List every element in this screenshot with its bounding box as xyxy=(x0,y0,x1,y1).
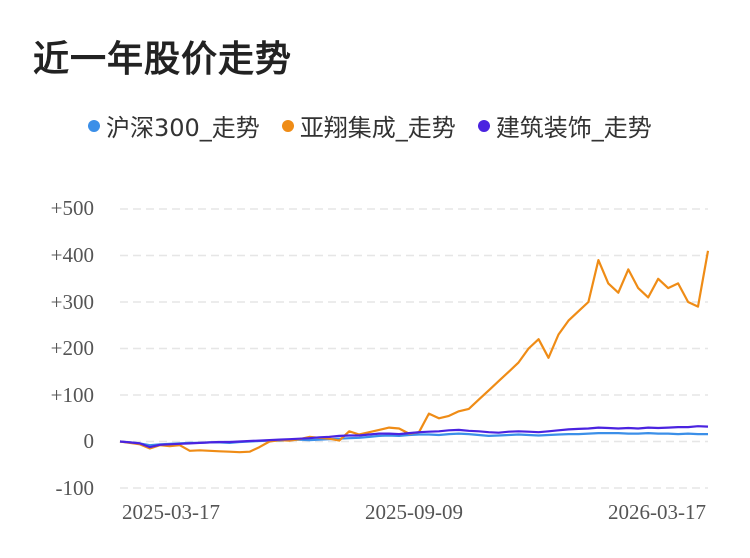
chart-title: 近一年股价走势 xyxy=(33,39,293,80)
legend: 沪深300_走势 亚翔集成_走势 建筑装饰_走势 xyxy=(88,108,674,143)
legend-label-yaxiang: 亚翔集成_走势 xyxy=(299,114,456,142)
legend-item-construction[interactable]: 建筑装饰_走势 xyxy=(477,108,652,143)
y-tick-label: +500 xyxy=(51,196,94,220)
x-tick-label: 2025-03-17 xyxy=(122,500,220,524)
series-lines xyxy=(119,250,710,454)
y-tick-label: +300 xyxy=(51,290,94,314)
y-tick-label: +400 xyxy=(51,243,94,267)
y-tick-label: +100 xyxy=(51,383,94,407)
y-tick-label: -100 xyxy=(56,476,95,500)
x-tick-label: 2026-03-17 xyxy=(608,500,706,524)
y-axis: +500 +400 +300 +200 +100 0 -100 xyxy=(51,196,94,500)
legend-dot-yaxiang xyxy=(281,119,294,132)
legend-item-hs300[interactable]: 沪深300_走势 xyxy=(88,108,260,143)
series-line-2 xyxy=(119,425,709,449)
legend-dot-construction xyxy=(477,119,490,132)
legend-item-yaxiang[interactable]: 亚翔集成_走势 xyxy=(281,108,456,143)
y-tick-label: +200 xyxy=(51,336,94,360)
legend-dot-hs300 xyxy=(88,119,100,132)
chart-grid xyxy=(120,208,708,489)
x-tick-label: 2025-09-09 xyxy=(365,500,463,524)
legend-label-hs300: 沪深300_走势 xyxy=(106,114,260,142)
x-axis: 2025-03-17 2025-09-09 2026-03-17 xyxy=(122,500,706,524)
y-tick-label: 0 xyxy=(84,429,95,453)
legend-label-construction: 建筑装饰_走势 xyxy=(495,114,652,142)
series-line-1 xyxy=(119,250,710,454)
